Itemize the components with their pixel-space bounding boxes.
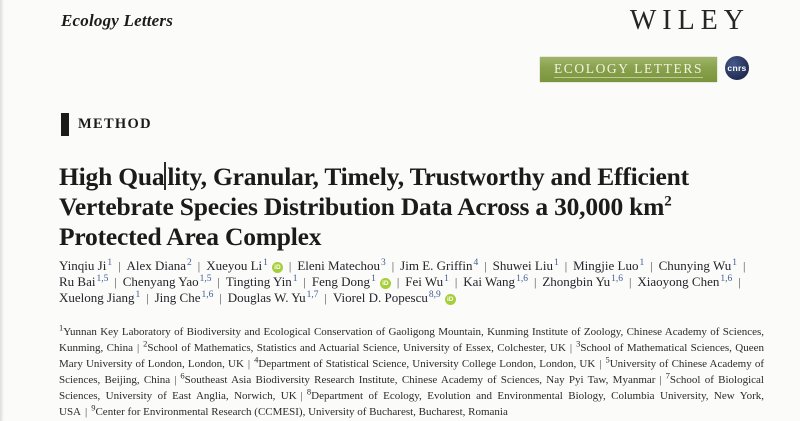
author-affiliation-superscript: 1 xyxy=(732,257,737,268)
page-scan-edge xyxy=(0,0,4,421)
author-separator: | xyxy=(738,275,741,289)
author-separator: | xyxy=(533,275,537,289)
affiliation-number: 5 xyxy=(605,354,610,365)
affiliation-number: 6 xyxy=(180,370,185,381)
affiliation-number: 7 xyxy=(665,370,670,381)
title-line3: Protected Area Complex xyxy=(59,222,322,251)
author-name: Xuelong Jiang1 xyxy=(59,289,141,305)
author-name: Jing Che1,6 xyxy=(154,289,214,305)
affiliation-separator: | xyxy=(174,373,177,386)
author-name: Fei Wu1 xyxy=(405,273,449,289)
affiliation-separator: | xyxy=(659,373,662,386)
author-affiliation-superscript: 1,5 xyxy=(199,273,212,284)
cnrs-logo: cnrs xyxy=(725,56,749,80)
orcid-icon[interactable]: iD xyxy=(379,278,391,289)
article-category: METHOD xyxy=(61,113,152,136)
author-name: Jim E. Griffin4 xyxy=(400,257,479,273)
author-affiliation-superscript: 1 xyxy=(444,273,449,284)
author-separator: | xyxy=(303,275,306,289)
section-marker-bar xyxy=(61,113,69,136)
author-name: Chunying Wu1 xyxy=(658,257,737,273)
affiliation-number: 3 xyxy=(576,338,581,349)
author-affiliation-superscript: 2 xyxy=(187,257,192,268)
author-affiliation-superscript: 1 xyxy=(263,257,268,268)
section-label: METHOD xyxy=(78,116,152,132)
affiliation-number: 8 xyxy=(306,385,312,396)
author-name: Xueyou Li1 iD xyxy=(206,258,283,274)
author-name: Douglas W. Yu1,7 xyxy=(227,289,319,305)
author-separator: | xyxy=(197,259,201,273)
author-affiliation-superscript: 3 xyxy=(381,257,386,268)
author-name: Shuwei Liu1 xyxy=(492,257,559,273)
author-name: Xiaoyong Chen1,6 xyxy=(637,273,733,289)
affiliation-number: 1 xyxy=(59,322,64,333)
title-superscript: 2 xyxy=(664,193,672,210)
author-separator: | xyxy=(742,259,746,273)
article-title: High Qua lity, Granular, Timely, Trustwor… xyxy=(59,162,769,252)
author-name: Eleni Matechou3 xyxy=(297,257,386,273)
author-affiliation-superscript: 4 xyxy=(473,257,479,268)
author-name: Feng Dong1 iD xyxy=(312,274,391,290)
author-separator: | xyxy=(324,291,327,305)
author-separator: | xyxy=(454,275,458,289)
author-affiliation-superscript: 1,6 xyxy=(516,273,528,284)
author-separator: | xyxy=(146,291,149,305)
affiliation-separator: | xyxy=(136,341,140,354)
author-name: Ru Bai1,5 xyxy=(59,273,109,289)
author-affiliation-superscript: 1 xyxy=(639,257,645,268)
author-separator: | xyxy=(629,275,632,289)
affiliation-separator: | xyxy=(247,357,251,370)
author-name: Zhongbin Yu1,6 xyxy=(542,273,623,289)
journal-name: Ecology Letters xyxy=(61,11,174,30)
orcid-icon[interactable]: iD xyxy=(271,262,283,273)
affiliation-list: 1Yunnan Key Laboratory of Biodiversity a… xyxy=(59,322,764,418)
author-separator: | xyxy=(217,275,220,289)
author-name: Viorel D. Popescu8,9 iD xyxy=(333,290,456,306)
affiliation-separator: | xyxy=(569,341,573,354)
author-affiliation-superscript: 1 xyxy=(135,289,141,300)
author-affiliation-superscript: 1,6 xyxy=(611,273,623,284)
title-line1-b: lity, Granular, Timely, Trustworthy and … xyxy=(167,162,689,191)
author-name: Chenyang Yao1,5 xyxy=(122,273,212,289)
author-separator: | xyxy=(118,259,121,273)
author-separator: | xyxy=(396,275,400,289)
affiliation-number: 9 xyxy=(91,401,96,412)
affiliation-separator: | xyxy=(599,357,602,370)
author-name: Tingting Yin1 xyxy=(225,273,298,289)
author-separator: | xyxy=(650,259,653,273)
author-name: Alex Diana2 xyxy=(126,257,192,273)
author-separator: | xyxy=(391,259,395,273)
author-name: Kai Wang1,6 xyxy=(463,273,528,289)
title-line2: Vertebrate Species Distribution Data Acr… xyxy=(59,192,665,221)
author-affiliation-superscript: 1,6 xyxy=(720,273,733,284)
author-separator: | xyxy=(484,259,487,273)
author-affiliation-superscript: 1 xyxy=(553,257,559,268)
affiliation-separator: | xyxy=(300,389,303,402)
journal-banner: ECOLOGY LETTERS xyxy=(540,57,717,82)
author-affiliation-superscript: 1 xyxy=(371,273,376,284)
journal-banner-label: ECOLOGY LETTERS xyxy=(553,61,704,78)
author-affiliation-superscript: 1,5 xyxy=(96,273,109,284)
author-affiliation-superscript: 1,7 xyxy=(306,289,319,300)
author-name: Yinqiu Ji1 xyxy=(59,257,113,273)
author-list: Yinqiu Ji1 | Alex Diana2 | Xueyou Li1 iD | Elen… xyxy=(59,258,761,306)
text-caret xyxy=(164,162,167,190)
author-separator: | xyxy=(564,259,568,273)
affiliation-number: 4 xyxy=(254,354,259,365)
author-name: Mingjie Luo1 xyxy=(573,257,645,273)
author-separator: | xyxy=(114,275,117,289)
affiliation-number: 2 xyxy=(143,338,148,349)
cnrs-logo-label: cnrs xyxy=(727,63,747,73)
author-affiliation-superscript: 1 xyxy=(292,273,298,284)
author-affiliation-superscript: 1 xyxy=(107,257,113,268)
orcid-icon[interactable]: iD xyxy=(444,294,456,305)
author-separator: | xyxy=(219,291,222,305)
wiley-logo: WILEY xyxy=(629,5,750,36)
title-line1-a: High Qua xyxy=(59,162,165,191)
author-affiliation-superscript: 8,9 xyxy=(428,289,441,300)
author-affiliation-superscript: 1,6 xyxy=(201,289,214,300)
affiliation-separator: | xyxy=(85,405,88,418)
author-separator: | xyxy=(288,259,292,273)
